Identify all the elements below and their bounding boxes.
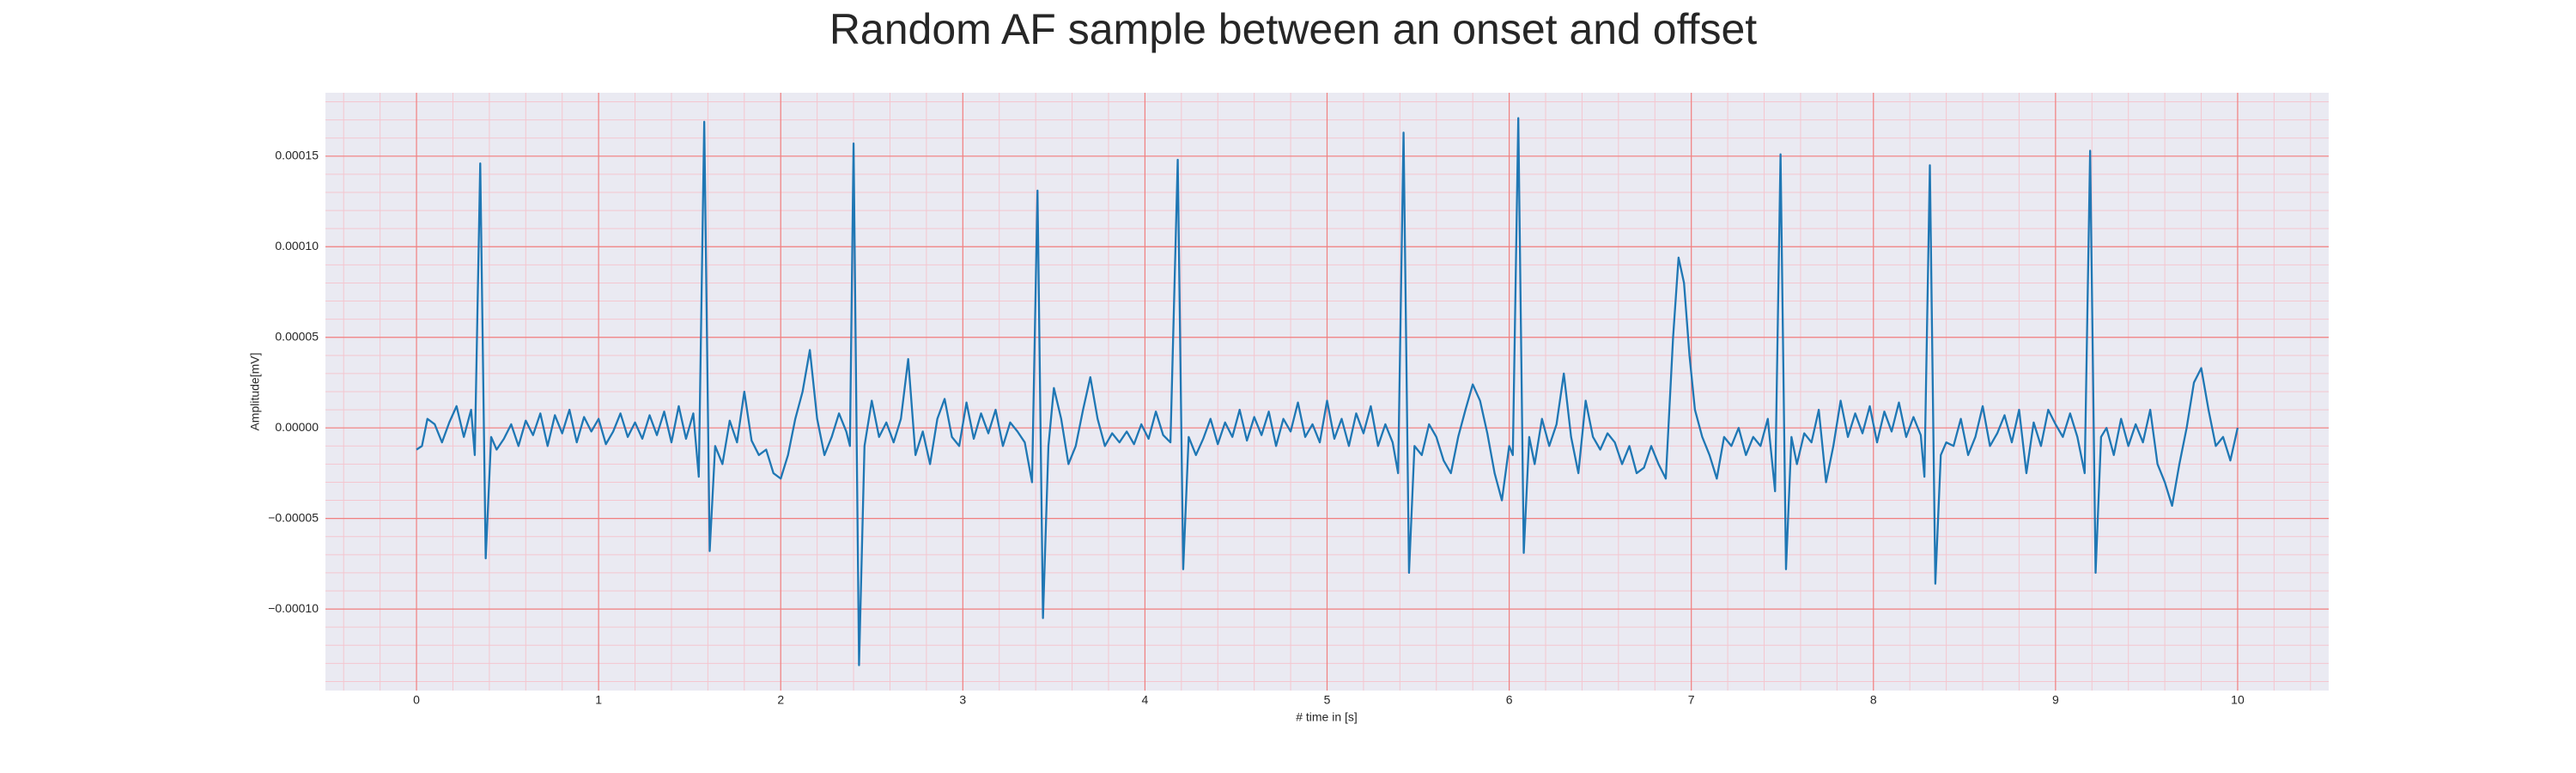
y-tick-label: 0.00005 — [275, 329, 319, 343]
x-tick-label: 2 — [777, 693, 784, 707]
x-tick-label: 10 — [2231, 693, 2245, 707]
y-tick-label: −0.00010 — [268, 601, 319, 615]
x-tick-label: 3 — [959, 693, 966, 707]
y-tick-label: 0.00010 — [275, 239, 319, 253]
x-tick-label: 4 — [1142, 693, 1149, 707]
x-tick-label: 1 — [595, 693, 602, 707]
x-tick-label: 0 — [413, 693, 420, 707]
x-axis-label: # time in [s] — [1296, 710, 1358, 724]
signal-line — [416, 117, 2239, 666]
y-tick-label: 0.00000 — [275, 420, 319, 434]
x-tick-label: 6 — [1506, 693, 1513, 707]
x-tick-label: 8 — [1870, 693, 1877, 707]
x-tick-label: 9 — [2052, 693, 2059, 707]
x-tick-label: 7 — [1688, 693, 1695, 707]
y-tick-label: 0.00015 — [275, 149, 319, 162]
x-tick-label: 5 — [1324, 693, 1331, 707]
chart-title: Random AF sample between an onset and of… — [829, 5, 1757, 53]
y-tick-label: −0.00005 — [268, 510, 319, 524]
y-axis-label: Amplitude[mV] — [248, 352, 262, 430]
